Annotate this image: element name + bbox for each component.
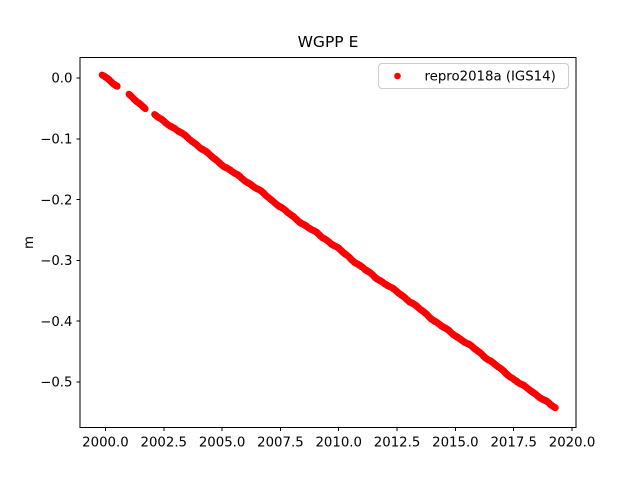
x-tick-label: 2012.5: [374, 436, 421, 451]
chart-title: WGPP E: [298, 33, 359, 51]
y-tick-label: −0.2: [40, 193, 72, 208]
axes-box: [79, 57, 577, 428]
y-tick-label: −0.5: [40, 376, 72, 391]
data-point: [114, 83, 121, 90]
legend-marker-red-dot-icon: [394, 72, 401, 80]
x-tick-label: 2020.0: [549, 436, 596, 451]
legend: repro2018a (IGS14): [378, 63, 569, 89]
x-tick-label: 2015.0: [432, 436, 479, 451]
scatter-points: [98, 71, 559, 412]
y-tick-label: −0.1: [40, 132, 72, 147]
x-axis-ticks: 2000.0 2002.5 2005.0 2007.5 2010.0 2012.5 2015…: [82, 427, 596, 451]
x-tick-label: 2017.5: [490, 436, 537, 451]
legend-label: repro2018a (IGS14): [425, 70, 556, 85]
x-tick-label: 2000.0: [82, 436, 129, 451]
x-tick-label: 2010.0: [315, 436, 362, 451]
y-tick-label: 0.0: [51, 72, 72, 87]
legend-box: [378, 63, 569, 89]
y-axis-ticks: 0.0 −0.1 −0.2 −0.3 −0.4 −0.5: [40, 72, 80, 391]
y-tick-label: −0.4: [40, 315, 72, 330]
data-point: [142, 105, 149, 113]
x-tick-label: 2005.0: [199, 436, 246, 451]
y-tick-label: −0.3: [40, 254, 72, 269]
data-point: [552, 404, 559, 411]
x-tick-label: 2007.5: [257, 436, 304, 451]
x-tick-label: 2002.5: [140, 436, 187, 451]
y-axis-label: m: [22, 236, 37, 249]
